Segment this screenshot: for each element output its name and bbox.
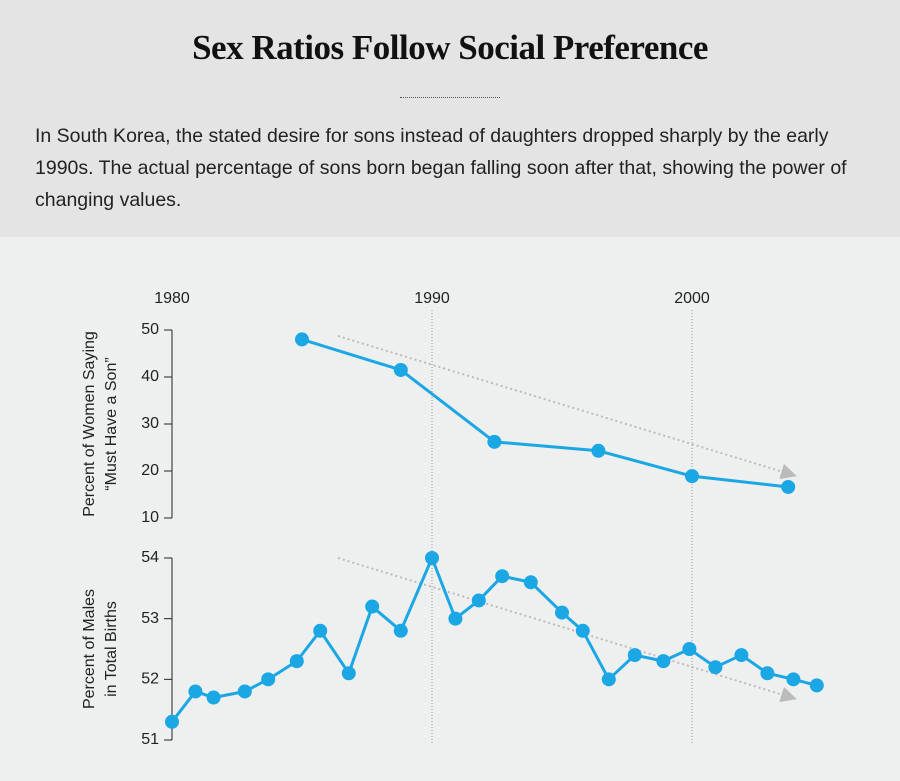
- data-point: [495, 569, 510, 584]
- data-point: [425, 551, 439, 565]
- data-point: [487, 434, 502, 449]
- subtitle: In South Korea, the stated desire for so…: [35, 125, 847, 211]
- data-point: [682, 642, 697, 656]
- y-tick-label: 10: [141, 509, 159, 526]
- y-tick-label: 53: [141, 610, 159, 627]
- y-axis-label: Percent of Women Saying: [81, 331, 98, 517]
- y-tick-label: 54: [141, 549, 159, 566]
- data-point: [393, 362, 408, 377]
- y-tick-label: 40: [141, 368, 159, 385]
- data-point: [261, 672, 276, 687]
- series-line: [170, 556, 818, 723]
- trend-arrow: [337, 557, 797, 703]
- data-point: [760, 666, 775, 681]
- series-line: [301, 337, 789, 489]
- data-point: [341, 666, 356, 681]
- data-point: [627, 648, 642, 663]
- data-point: [575, 623, 590, 638]
- data-point: [809, 678, 824, 693]
- x-tick-label: 1990: [414, 290, 450, 307]
- data-point: [708, 660, 723, 675]
- chart: 1980 1990 2000 10 20 30 40 50 Percent of Women S…: [81, 290, 824, 748]
- y-axis-label: “Must Have a Son”: [103, 357, 120, 490]
- y-axis-label: in Total Births: [103, 601, 120, 697]
- data-point: [165, 714, 179, 729]
- data-point: [295, 332, 309, 347]
- data-point: [786, 672, 801, 687]
- data-point: [523, 575, 538, 590]
- data-point: [555, 605, 569, 620]
- y-tick-label: 30: [141, 415, 159, 432]
- x-tick-label: 1980: [154, 290, 190, 307]
- y-axis-label: Percent of Males: [81, 589, 98, 709]
- data-point: [206, 690, 221, 705]
- divider: [400, 97, 500, 98]
- data-point: [591, 443, 606, 458]
- y-tick-label: 50: [141, 321, 159, 338]
- data-point: [685, 469, 699, 484]
- data-point: [601, 672, 616, 687]
- data-point: [313, 623, 328, 638]
- data-point: [781, 479, 796, 494]
- data-point: [448, 611, 463, 626]
- trend-arrow: [337, 335, 797, 480]
- y-tick-label: 51: [141, 731, 159, 748]
- data-point: [289, 654, 304, 669]
- data-point: [393, 623, 408, 638]
- header: Sex Ratios Follow Social Preference In S…: [0, 0, 900, 237]
- data-point: [237, 684, 252, 699]
- chart-title: Sex Ratios Follow Social Preference: [192, 28, 708, 67]
- data-point: [365, 599, 380, 614]
- data-point: [188, 684, 203, 699]
- x-tick-label: 2000: [674, 290, 710, 307]
- y-tick-label: 20: [141, 462, 159, 479]
- y-tick-label: 52: [141, 671, 159, 688]
- data-point: [471, 593, 486, 608]
- data-point: [656, 654, 671, 669]
- data-point: [734, 648, 749, 663]
